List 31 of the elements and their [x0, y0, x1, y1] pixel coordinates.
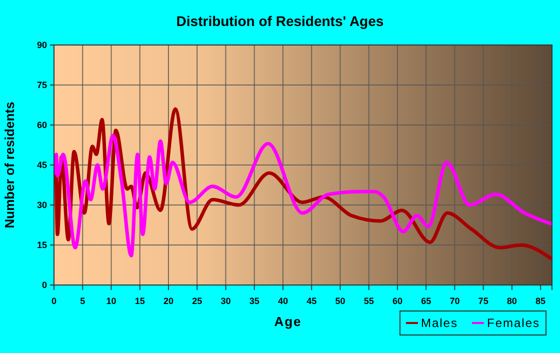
legend-label: Males [420, 316, 458, 330]
x-tick-label: 0 [51, 296, 57, 306]
x-tick-label: 15 [134, 296, 145, 306]
x-tick-label: 20 [163, 296, 174, 306]
x-tick-label: 70 [450, 296, 460, 306]
x-tick-label: 60 [392, 296, 402, 306]
x-tick-label: 50 [335, 296, 346, 306]
y-tick-label: 15 [36, 240, 47, 250]
y-tick-label: 45 [36, 160, 47, 170]
y-axis-title: Number of residents [2, 102, 17, 228]
x-tick-label: 45 [306, 296, 317, 306]
y-tick-label: 30 [36, 200, 47, 210]
line-series [53, 134, 553, 258]
x-tick-label: 5 [80, 296, 86, 306]
x-tick-label: 80 [506, 296, 517, 306]
chart-title: Distribution of Residents' Ages [176, 13, 384, 29]
x-tick-label: 10 [106, 296, 116, 306]
x-tick-label: 25 [192, 296, 202, 306]
y-tick-label: 90 [36, 40, 47, 50]
x-tick-label: 55 [364, 296, 374, 306]
y-tick-label: 75 [36, 80, 47, 90]
x-tick-label: 65 [421, 296, 432, 306]
y-tick-label: 60 [36, 120, 47, 130]
legend-label: Females [486, 316, 540, 330]
y-tick-label: 0 [42, 280, 47, 290]
x-tick-label: 85 [536, 296, 546, 306]
x-tick-label: 30 [220, 296, 231, 306]
x-tick-label: 35 [249, 296, 260, 306]
x-tick-label: 75 [478, 296, 488, 306]
x-axis-title: Age [274, 314, 302, 329]
x-tick-label: 40 [278, 296, 288, 306]
